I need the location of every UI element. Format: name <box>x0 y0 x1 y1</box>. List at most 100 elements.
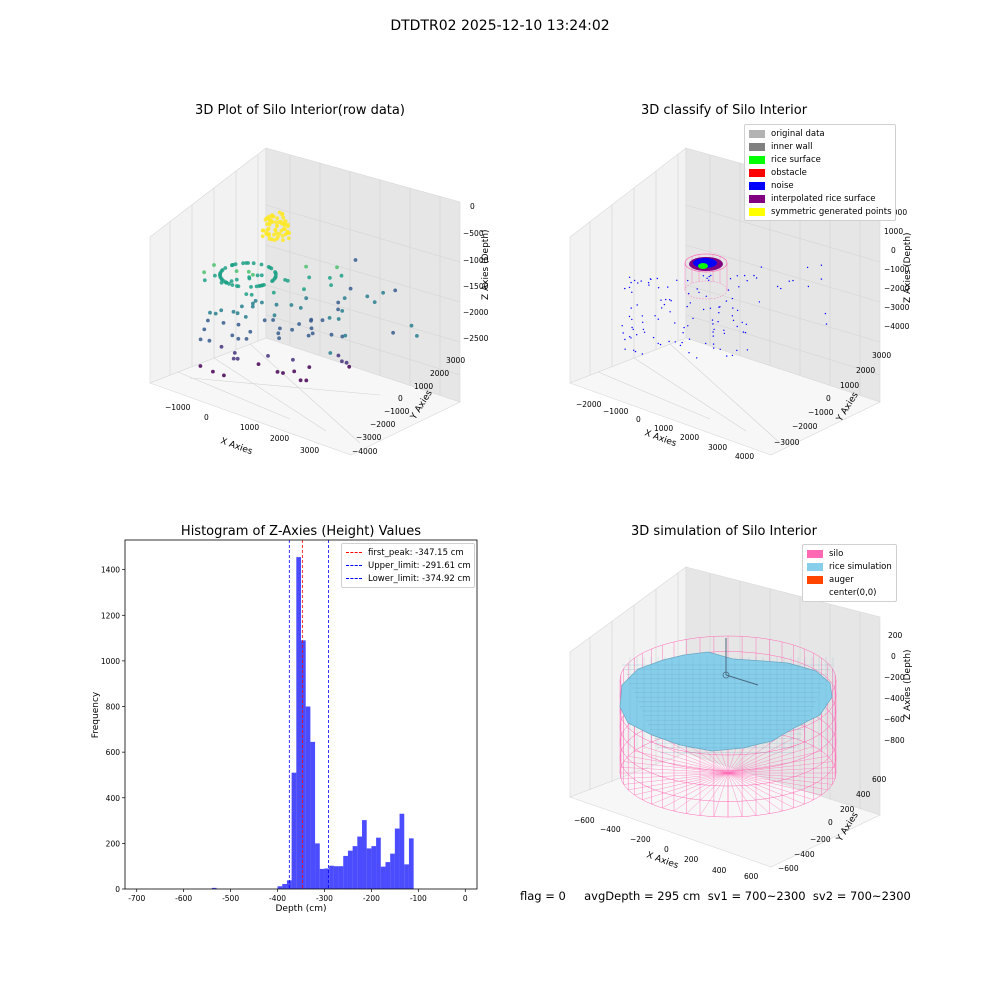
noise-point <box>687 325 689 327</box>
noise-point <box>669 299 671 301</box>
scatter-point <box>282 223 287 227</box>
p4-xtick: −600 <box>574 816 595 825</box>
histogram-bar <box>385 862 391 889</box>
scatter-point <box>281 227 286 231</box>
p1-ytick: 1000 <box>414 382 433 391</box>
noise-point <box>731 297 734 300</box>
silo-floor-spoke <box>651 772 729 805</box>
legend-label: obstacle <box>771 167 807 178</box>
legend-label: original data <box>771 128 825 139</box>
scatter-point <box>198 337 203 342</box>
p2-xtick: −2000 <box>576 400 602 409</box>
p2-xtick: 4000 <box>735 452 754 461</box>
p2-ztick: −3000 <box>884 303 910 312</box>
p2-ytick: 1000 <box>840 381 859 390</box>
noise-point <box>702 275 705 277</box>
scatter-point <box>256 362 261 366</box>
scatter-point <box>251 272 255 277</box>
scatter-point <box>278 326 282 331</box>
noise-point <box>689 302 691 304</box>
scatter-point <box>202 327 207 332</box>
legend-item: rice simulation <box>803 560 896 573</box>
hist-ytick-label: 0 <box>115 885 120 894</box>
silo-floor-spoke <box>620 767 729 774</box>
scatter-point <box>251 301 255 306</box>
scatter-point <box>247 275 252 280</box>
noise-point <box>634 350 637 353</box>
silo-floor-spoke <box>623 772 729 785</box>
scatter-point <box>271 214 276 219</box>
scatter-point <box>229 279 234 283</box>
hist-ytick-label: 1200 <box>101 611 120 620</box>
silo-floor-spoke <box>727 756 828 774</box>
histogram-bar <box>404 864 409 889</box>
silo-floor-spoke <box>673 772 729 812</box>
noise-point <box>745 323 748 325</box>
noise-point <box>630 307 632 309</box>
noise-point <box>629 336 631 338</box>
hist-xtick-label: -200 <box>363 894 380 903</box>
p4-ztick: −600 <box>884 715 905 724</box>
noise-point <box>686 305 688 308</box>
scatter-point <box>302 287 306 292</box>
noise-point <box>708 275 710 278</box>
noise-point <box>712 335 714 337</box>
scatter-point <box>329 283 333 287</box>
panel2-rice-surface <box>689 257 723 271</box>
scatter-point <box>282 220 287 224</box>
noise-point <box>825 323 828 325</box>
status-line: flag = 0 avgDepth = 295 cm sv1 = 700~230… <box>520 889 911 903</box>
noise-point <box>712 323 714 325</box>
scatter-point <box>348 286 353 291</box>
noise-point <box>736 349 738 352</box>
hist-ytick-label: 1400 <box>101 566 120 575</box>
noise-point <box>806 266 809 269</box>
p1-ytick: −4000 <box>352 447 378 456</box>
legend-label: silo <box>829 548 844 559</box>
noise-point <box>696 288 698 290</box>
scatter-point <box>393 288 398 293</box>
silo-floor-spoke <box>713 772 729 817</box>
scatter-point <box>206 318 210 323</box>
scatter-point <box>221 321 226 325</box>
scatter-point <box>235 356 240 361</box>
noise-point <box>718 312 720 314</box>
scatter-point <box>280 212 285 217</box>
legend-label: symmetric generated points <box>771 206 892 217</box>
scatter-point <box>291 357 295 362</box>
noise-point <box>742 331 745 333</box>
panel1-plot: −1000 0 1000 2000 3000 3000 2000 1000 0 … <box>149 147 491 457</box>
silo-floor-spoke <box>727 772 828 790</box>
silo-floor-spoke <box>662 737 729 774</box>
p4-ytick: 0 <box>828 818 833 827</box>
scatter-point <box>286 236 291 241</box>
legend-label: first_peak: -347.15 cm <box>368 547 464 558</box>
silo-floor-spoke <box>634 750 729 774</box>
noise-point <box>702 308 705 311</box>
noise-point <box>642 328 645 331</box>
legend-item: rice surface <box>745 153 895 166</box>
noise-point <box>688 292 690 295</box>
silo-floor-spoke <box>651 741 729 774</box>
histogram-bar <box>211 887 217 889</box>
legend-item: silo <box>803 547 896 560</box>
p4-zlabel: Z Axies (Depth) <box>903 649 913 720</box>
silo-floor-spoke <box>727 772 805 805</box>
noise-point <box>661 307 663 309</box>
histogram-vlines <box>288 540 329 889</box>
noise-point <box>713 347 715 349</box>
p4-xtick: 0 <box>664 845 669 854</box>
p4-ytick: 400 <box>856 790 871 799</box>
legend-label: rice simulation <box>829 561 892 572</box>
p2-ztick: −2000 <box>884 284 910 293</box>
scatter-point <box>290 327 294 332</box>
p4-xtick: 200 <box>684 855 699 864</box>
p4-ztick: −200 <box>884 673 905 682</box>
noise-point <box>726 355 728 357</box>
p1-ytick: −3000 <box>356 433 382 442</box>
scatter-point <box>235 311 240 316</box>
scatter-point <box>230 263 235 267</box>
scatter-point <box>275 223 279 228</box>
hist-xtick-label: -400 <box>269 894 286 903</box>
histogram-bar <box>329 865 334 889</box>
